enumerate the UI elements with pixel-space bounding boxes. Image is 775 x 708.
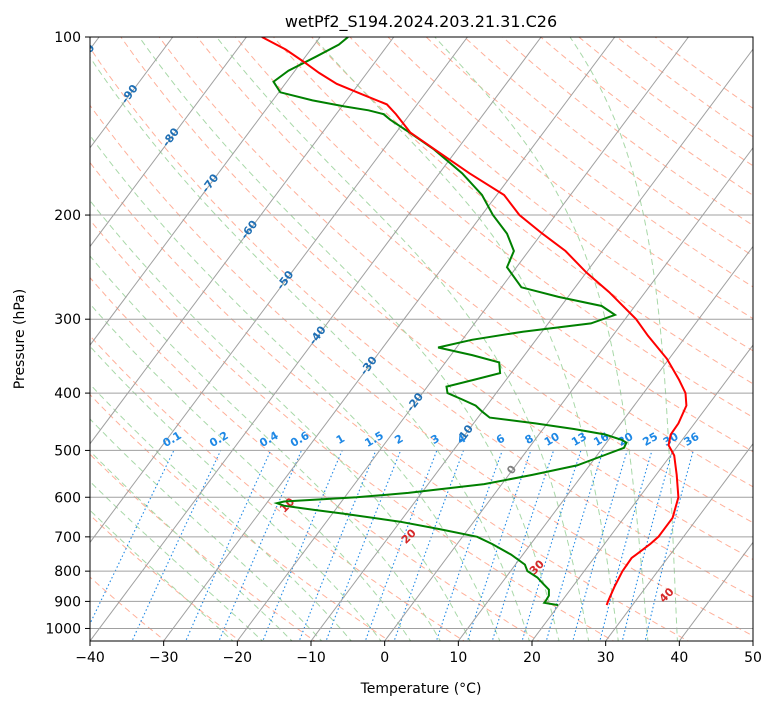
mixing-ratio-line [298,450,377,641]
mixing-ratio-line [644,450,694,641]
mixing-ratio-line [621,450,674,641]
x-tick-label: 10 [449,650,467,666]
isobar-grid [90,37,753,629]
temperature-line [261,37,688,606]
moist-adiabat-line [90,345,382,641]
y-tick-label: 800 [54,564,81,580]
plot-area: -100-90-80-70-60-50-40-30-20-1000.10.20.… [90,37,753,641]
x-tick-label: −10 [296,650,326,666]
x-tick-label: 0 [380,650,389,666]
mixing-ratio-line [435,450,503,641]
dry-adiabat-line [120,37,753,561]
mixing-ratio-line [393,450,465,641]
isotherm-gridline [90,37,321,346]
x-tick-label: 20 [523,650,541,666]
isotherm-grid [90,37,753,641]
mixing-ratio-line [572,450,628,641]
dry-adiabat-line [90,161,690,641]
moist-adiabat-line [90,303,412,641]
chart-title: wetPf2_S194.2024.203.21.31.C26 [285,12,557,32]
x-axis-label: Temperature (°C) [360,681,482,697]
y-tick-label: 300 [54,312,81,328]
x-tick-label: −30 [149,650,179,666]
isotherm-gridline [90,37,468,544]
isotherm-gridline [90,37,247,248]
dry-adiabat-line [425,37,753,288]
mixing-ratio-line [364,450,438,641]
y-tick-label: 500 [54,443,81,459]
y-axis-ticks: 100 200 300 400 500 600 700 800 900 1000 [45,30,90,637]
y-tick-label: 700 [54,530,81,546]
isotherm-gridline [90,37,542,641]
dry-adiabat-line [349,37,753,352]
isotherm-gridline [90,37,395,445]
isotherm-gridline [310,48,753,641]
mixing-ratio-line [599,450,653,641]
x-tick-label: −40 [75,650,105,666]
y-tick-label: 200 [54,208,81,224]
isotherm-gridline [163,37,616,641]
x-tick-label: 30 [597,650,615,666]
mixing-ratio-line [521,450,582,641]
x-tick-label: 50 [744,650,762,666]
dry-adiabat-line [90,104,753,637]
isotherm-gridline [457,245,753,641]
isotherm-gridline [384,147,753,641]
mixing-ratio-lines [90,450,694,641]
y-tick-label: 600 [54,490,81,506]
dry-adiabat-line [272,37,753,418]
isotherm-gridline [90,37,174,149]
x-tick-label: 40 [670,650,688,666]
y-axis-label: Pressure (hPa) [12,289,28,389]
y-tick-label: 1000 [45,621,81,637]
y-tick-label: 100 [54,30,81,46]
moist-adiabat-line [90,418,323,641]
mixing-ratio-line [545,450,604,641]
dry-adiabat-line [90,46,753,598]
plot-frame [89,36,754,642]
isotherm-gridline [531,344,753,641]
x-axis-ticks: −40 −30 −20 −10 0 10 20 30 40 50 [75,641,762,666]
mixing-ratio-line [325,450,402,641]
y-tick-label: 900 [54,594,81,610]
mixing-ratio-line [491,450,555,641]
moist-adiabat-line [90,383,352,641]
isotherm-gridline [236,37,689,641]
isotherm-gridline [605,442,753,641]
y-tick-label: 400 [54,386,81,402]
x-tick-label: −20 [223,650,253,666]
dry-adiabat-line [311,37,753,385]
mixing-ratio-line [90,450,175,626]
